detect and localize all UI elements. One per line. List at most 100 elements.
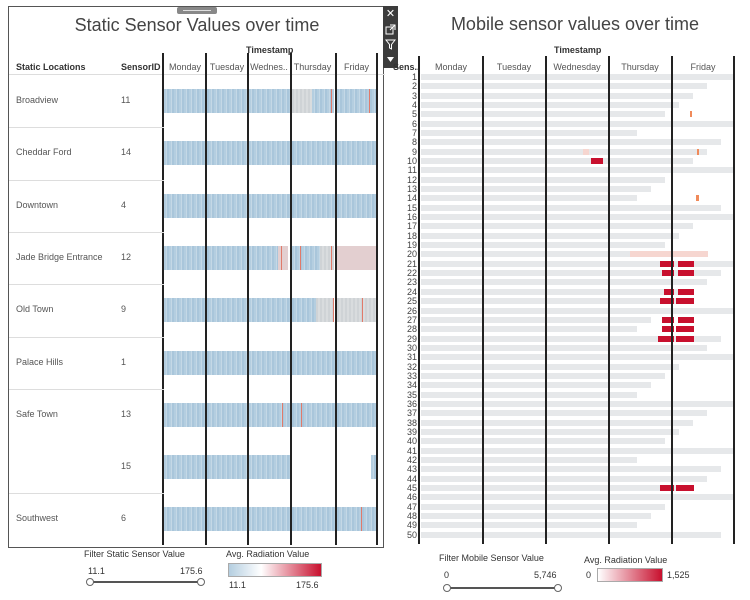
- mobile-heatmap-row[interactable]: [421, 120, 733, 127]
- mobile-radiation-cell[interactable]: [697, 148, 699, 155]
- mobile-heatmap-row[interactable]: [421, 475, 707, 482]
- mobile-heatmap-row[interactable]: [421, 204, 721, 211]
- mobile-heatmap-row[interactable]: [421, 354, 733, 361]
- mobile-heatmap-row[interactable]: [421, 438, 665, 445]
- static-filter-max-handle[interactable]: [197, 578, 205, 586]
- mobile-heatmap-row[interactable]: [421, 102, 679, 109]
- mobile-heatmap-row[interactable]: [421, 139, 721, 146]
- mobile-heatmap-row[interactable]: [421, 232, 679, 239]
- mobile-heatmap-row[interactable]: [421, 251, 651, 258]
- static-radiation-spike[interactable]: [331, 245, 332, 270]
- mobile-heatmap-row[interactable]: [421, 363, 679, 370]
- mobile-radiation-cell[interactable]: [676, 484, 694, 491]
- static-heatmap-cell[interactable]: [164, 507, 376, 532]
- mobile-heatmap-row[interactable]: [421, 400, 733, 407]
- static-heatmap-cell[interactable]: [164, 141, 376, 166]
- static-heatmap-cell[interactable]: [320, 245, 334, 270]
- mobile-heatmap-row[interactable]: [421, 531, 721, 538]
- sensorid-header[interactable]: SensorID: [121, 62, 161, 72]
- static-heatmap-cell[interactable]: [337, 298, 377, 323]
- mobile-heatmap-row[interactable]: [421, 522, 637, 529]
- mobile-radiation-cell[interactable]: [591, 158, 603, 165]
- mobile-filter-min-handle[interactable]: [443, 584, 451, 592]
- mobile-heatmap-row[interactable]: [421, 167, 733, 174]
- close-icon[interactable]: ✕: [385, 8, 396, 20]
- mobile-heatmap-row[interactable]: [421, 186, 651, 193]
- mobile-heatmap-row[interactable]: [421, 158, 693, 165]
- mobile-heatmap-row[interactable]: [421, 391, 637, 398]
- mobile-radiation-cell[interactable]: [690, 111, 692, 118]
- mobile-heatmap-row[interactable]: [421, 288, 693, 295]
- static-radiation-spike[interactable]: [301, 402, 302, 427]
- mobile-heatmap-row[interactable]: [421, 512, 651, 519]
- static-heatmap-cell[interactable]: [337, 245, 377, 270]
- mobile-radiation-cell[interactable]: [676, 335, 694, 342]
- mobile-heatmap-row[interactable]: [421, 326, 637, 333]
- mobile-heatmap-row[interactable]: [421, 279, 707, 286]
- static-heatmap-cell[interactable]: [164, 350, 376, 375]
- static-heatmap-cell[interactable]: [312, 89, 334, 113]
- mobile-radiation-cell[interactable]: [660, 298, 674, 305]
- dropdown-icon[interactable]: [383, 52, 398, 67]
- static-heatmap-cell[interactable]: [278, 245, 288, 270]
- static-heatmap-cell[interactable]: [164, 298, 316, 323]
- static-radiation-spike[interactable]: [369, 89, 370, 113]
- mobile-heatmap-row[interactable]: [421, 298, 679, 305]
- mobile-radiation-cell[interactable]: [678, 288, 694, 295]
- static-locations-header[interactable]: Static Locations: [16, 62, 86, 72]
- mobile-heatmap-row[interactable]: [421, 242, 665, 249]
- static-radiation-spike[interactable]: [333, 298, 334, 323]
- mobile-radiation-cell[interactable]: [583, 148, 589, 155]
- mobile-heatmap-row[interactable]: [421, 484, 693, 491]
- mobile-radiation-cell[interactable]: [664, 288, 674, 295]
- mobile-radiation-cell[interactable]: [660, 260, 674, 267]
- static-radiation-spike[interactable]: [282, 402, 283, 427]
- static-heatmap-cell[interactable]: [337, 89, 377, 113]
- mobile-heatmap-row[interactable]: [421, 83, 707, 90]
- static-heatmap-cell[interactable]: [292, 89, 312, 113]
- static-heatmap-cell[interactable]: [371, 455, 377, 480]
- static-heatmap-cell[interactable]: [164, 89, 290, 113]
- mobile-radiation-cell[interactable]: [662, 316, 674, 323]
- mobile-heatmap-row[interactable]: [421, 260, 733, 267]
- static-heatmap-cell[interactable]: [164, 402, 376, 427]
- static-filter-slider[interactable]: [90, 581, 202, 583]
- mobile-heatmap-row[interactable]: [421, 410, 707, 417]
- mobile-heatmap-row[interactable]: [421, 214, 733, 221]
- mobile-heatmap-row[interactable]: [421, 419, 693, 426]
- mobile-radiation-cell[interactable]: [678, 270, 694, 277]
- static-heatmap-cell[interactable]: [164, 455, 290, 480]
- static-radiation-spike[interactable]: [281, 245, 282, 270]
- mobile-heatmap-row[interactable]: [421, 148, 707, 155]
- mobile-heatmap-row[interactable]: [421, 335, 721, 342]
- mobile-heatmap-row[interactable]: [421, 344, 707, 351]
- mobile-heatmap-row[interactable]: [421, 428, 679, 435]
- static-radiation-spike[interactable]: [331, 89, 332, 113]
- mobile-radiation-cell[interactable]: [658, 335, 674, 342]
- mobile-filter-max-handle[interactable]: [554, 584, 562, 592]
- static-radiation-spike[interactable]: [362, 298, 363, 323]
- mobile-radiation-cell[interactable]: [696, 195, 699, 202]
- mobile-radiation-cell[interactable]: [662, 270, 674, 277]
- mobile-heatmap-row[interactable]: [421, 456, 637, 463]
- mobile-heatmap-row[interactable]: [421, 74, 733, 80]
- mobile-heatmap-row[interactable]: [421, 223, 693, 230]
- mobile-sensor-header[interactable]: Sens..: [393, 62, 420, 72]
- drag-handle-icon[interactable]: [177, 7, 217, 14]
- static-heatmap-cell[interactable]: [292, 245, 320, 270]
- filter-icon[interactable]: [383, 37, 398, 52]
- mobile-heatmap-row[interactable]: [421, 195, 637, 202]
- mobile-filter-slider[interactable]: [447, 587, 559, 589]
- static-filter-min-handle[interactable]: [86, 578, 94, 586]
- mobile-heatmap-row[interactable]: [421, 503, 665, 510]
- mobile-radiation-cell[interactable]: [676, 326, 694, 333]
- mobile-heatmap-row[interactable]: [421, 307, 733, 314]
- mobile-radiation-cell[interactable]: [676, 298, 694, 305]
- mobile-radiation-cell[interactable]: [662, 326, 674, 333]
- popout-icon[interactable]: [383, 22, 398, 37]
- mobile-heatmap-row[interactable]: [421, 372, 665, 379]
- mobile-heatmap-row[interactable]: [421, 316, 651, 323]
- static-heatmap-cell[interactable]: [164, 245, 278, 270]
- mobile-heatmap-row[interactable]: [421, 111, 665, 118]
- mobile-heatmap-row[interactable]: [421, 92, 693, 99]
